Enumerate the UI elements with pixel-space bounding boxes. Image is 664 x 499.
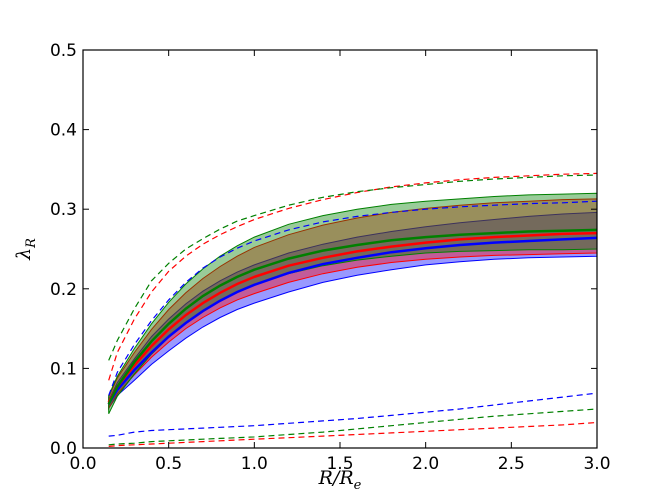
y-tick-label: 0.3 — [50, 200, 77, 220]
x-tick-label: 0.0 — [69, 454, 96, 474]
y-tick-label: 0.4 — [50, 121, 77, 141]
series-line-1 — [107, 231, 598, 404]
x-tick-label: 2.0 — [412, 454, 439, 474]
y-axis-label: λR — [13, 238, 39, 261]
y-tick-label: 0.0 — [50, 439, 77, 459]
x-tick-label: 0.5 — [155, 454, 182, 474]
series-line-5 — [108, 174, 598, 361]
series-line-6 — [108, 392, 598, 437]
y-tick-label: 0.2 — [50, 280, 77, 300]
series-line-0 — [107, 236, 598, 405]
y-axis-ticks: 0.0 0.1 0.2 0.3 0.4 0.5 — [50, 41, 597, 459]
series-lines — [107, 172, 598, 447]
y-tick-label: 0.1 — [50, 359, 77, 379]
x-tick-label: 2.5 — [498, 454, 525, 474]
x-tick-label: 1.0 — [241, 454, 268, 474]
x-axis-label: R/Re — [318, 467, 362, 493]
x-tick-label: 1.5 — [326, 454, 353, 474]
y-tick-label: 0.5 — [50, 41, 77, 61]
x-axis-ticks: 0.0 0.5 1.0 1.5 2.0 2.5 3.0 — [69, 50, 611, 474]
series-line-4 — [108, 172, 598, 381]
series-line-3 — [108, 200, 598, 396]
series-line-7 — [108, 408, 598, 446]
series-line-2 — [107, 228, 598, 405]
series-line-8 — [108, 421, 598, 447]
x-tick-label: 3.0 — [583, 454, 610, 474]
